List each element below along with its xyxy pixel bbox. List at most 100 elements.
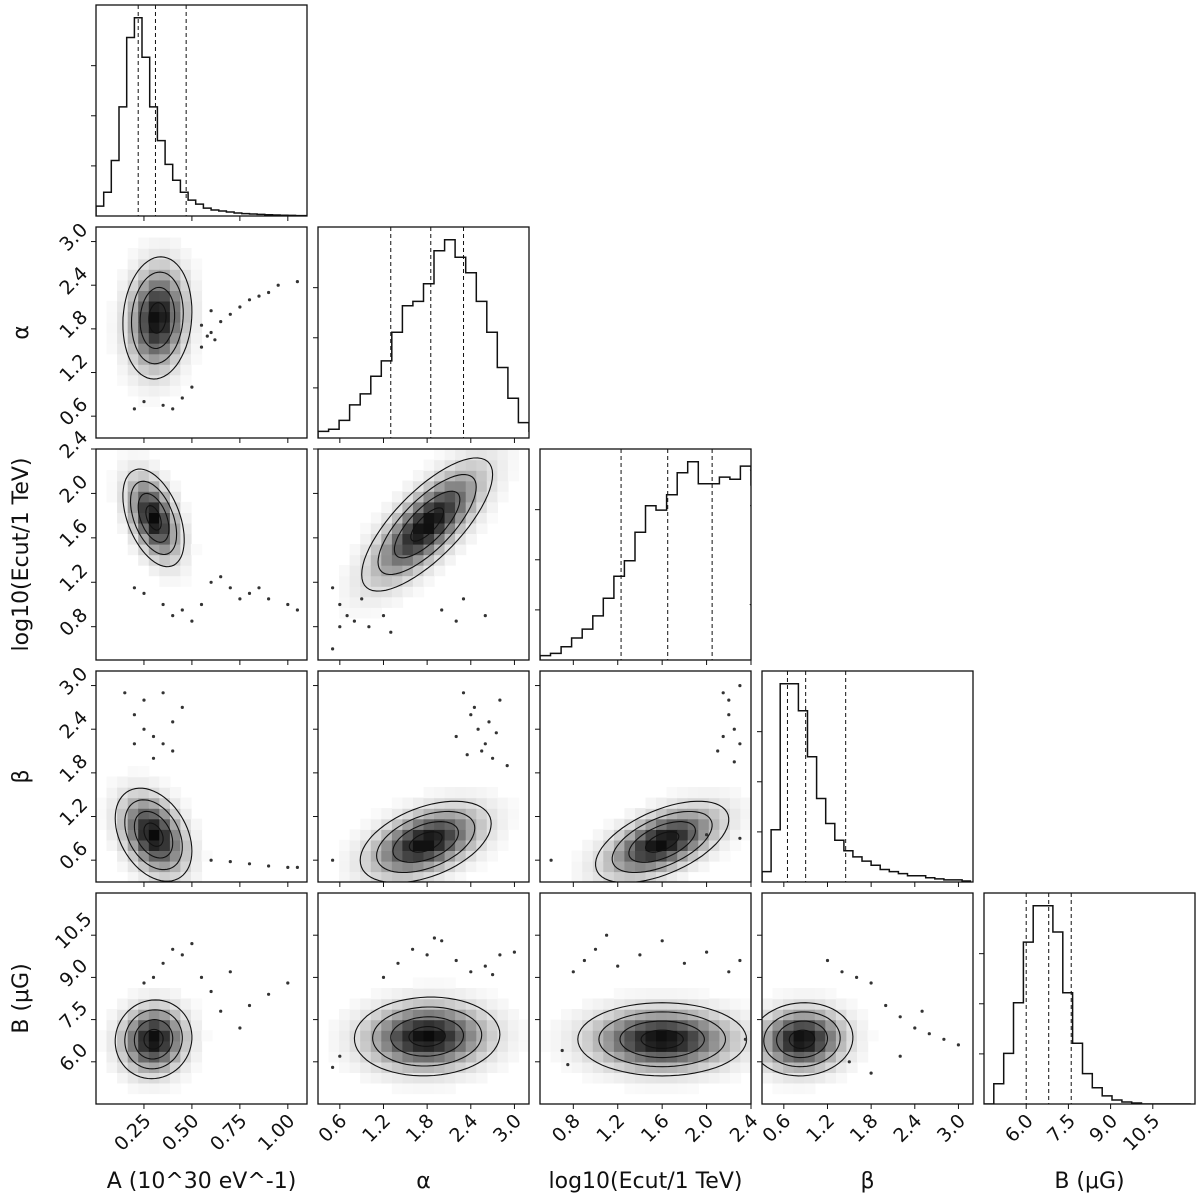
density-cell	[138, 279, 150, 291]
density-cell	[159, 544, 171, 556]
density-cell	[138, 766, 150, 778]
contour-level-1	[390, 1016, 465, 1057]
density-cell	[370, 829, 382, 841]
density-cell	[645, 797, 657, 809]
density-cell	[148, 237, 160, 249]
density-cell	[434, 871, 446, 882]
density-cell	[624, 860, 636, 873]
x-tick-label-beta: 1.8	[846, 1110, 883, 1147]
density-cell	[698, 1061, 710, 1073]
density-cell	[148, 565, 160, 577]
density-cell	[592, 1072, 604, 1084]
density-cell	[159, 1030, 171, 1042]
density-cell	[117, 343, 129, 355]
density-cell	[402, 797, 414, 809]
density-cell	[159, 512, 171, 524]
density-cell	[127, 353, 139, 365]
scatter-point	[469, 970, 473, 974]
scatter-point	[616, 964, 620, 968]
density-cell	[127, 1072, 139, 1084]
panel-frame	[95, 892, 308, 1105]
density-cell	[613, 850, 626, 862]
density-cell	[381, 839, 393, 851]
x-tick-label-B: 9.0	[1085, 1110, 1122, 1147]
density-cell	[624, 1061, 636, 1073]
density-cell	[698, 797, 710, 809]
density-cell	[117, 1019, 129, 1031]
density-cell	[677, 1009, 689, 1021]
density-cell	[381, 1009, 393, 1021]
scatter-point	[190, 619, 194, 623]
density-cell	[180, 829, 192, 841]
density-cell	[117, 279, 129, 291]
density-cell	[370, 607, 382, 619]
density-cell	[412, 797, 425, 809]
density-cell	[159, 1061, 171, 1073]
histogram-panel-logEcut	[535, 448, 752, 661]
density-cell	[434, 977, 446, 989]
density-cell	[169, 998, 182, 1010]
density-cell	[444, 808, 456, 820]
scatter-point	[483, 964, 487, 968]
density-cell	[391, 1040, 404, 1052]
density-cell	[148, 300, 160, 313]
density-cell	[402, 586, 414, 598]
density-cell	[349, 850, 361, 862]
scatter-point	[171, 720, 175, 724]
contour-level-0	[640, 1029, 684, 1049]
density-cell	[169, 554, 182, 566]
density-cell	[677, 1030, 689, 1042]
density-cell	[476, 998, 488, 1010]
density-cell	[423, 797, 435, 809]
density-cell	[465, 533, 477, 545]
density-cell	[138, 871, 150, 882]
scatter-point	[682, 961, 687, 965]
density-cell	[465, 1072, 477, 1084]
density-cell	[677, 829, 689, 841]
density-cell	[434, 988, 446, 1000]
density-cell	[423, 522, 435, 534]
density-cell	[148, 1019, 160, 1031]
density-cell	[677, 988, 689, 1000]
scatter-point	[180, 705, 184, 710]
density-cell	[666, 860, 678, 873]
density-cell	[729, 1019, 742, 1031]
density-cell	[339, 1019, 351, 1031]
density-cell	[455, 787, 467, 799]
density-cell	[148, 364, 160, 376]
density-cell	[370, 533, 382, 545]
density-cell	[497, 470, 509, 482]
density-cell	[169, 871, 182, 882]
density-cell	[349, 871, 361, 882]
density-cell	[613, 860, 626, 873]
scatter-point	[331, 858, 335, 862]
scatter-point	[738, 742, 742, 746]
density-cell	[381, 808, 393, 820]
scatter-point	[219, 320, 223, 324]
contour-level-3	[122, 468, 185, 568]
density-cell	[582, 1009, 594, 1021]
density-cell	[180, 300, 192, 313]
density-cell	[402, 1051, 414, 1063]
density-cell	[402, 1061, 414, 1073]
density-cell	[835, 1030, 848, 1042]
y-axis-label-logEcut: log10(Ecut/1 TeV)	[9, 458, 34, 652]
density-cell	[402, 860, 414, 873]
density-cell	[465, 860, 477, 873]
density-cell	[613, 871, 626, 882]
scatter-point	[512, 950, 517, 954]
density-cell	[381, 871, 393, 882]
density-cell	[391, 522, 404, 534]
density-cell	[148, 353, 160, 365]
density-cell	[159, 385, 171, 397]
density-cell	[423, 501, 435, 513]
density-cell	[476, 449, 488, 461]
density-cell	[476, 1051, 488, 1063]
density-cell	[339, 565, 351, 577]
density-cell	[465, 1061, 477, 1073]
contour-level-2	[763, 1011, 841, 1068]
density-cell	[138, 501, 150, 513]
density-cell	[582, 1019, 594, 1031]
density-cell	[391, 575, 404, 587]
density-cell	[550, 1030, 562, 1042]
